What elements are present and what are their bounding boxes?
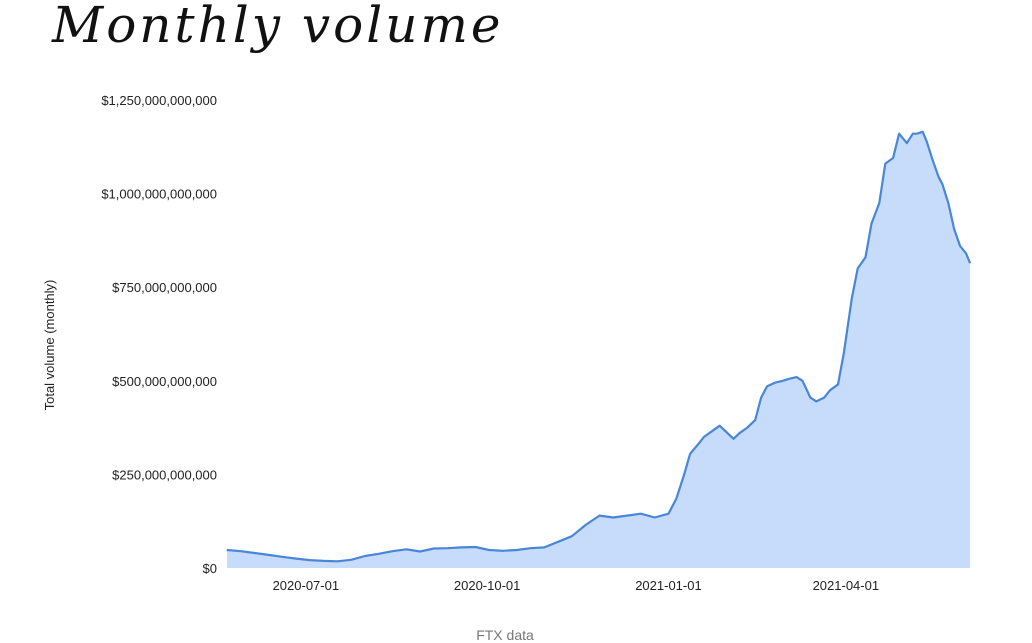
data-point — [725, 430, 727, 432]
data-point — [746, 427, 748, 429]
data-point — [689, 453, 691, 455]
data-point — [240, 550, 242, 552]
data-point — [754, 419, 756, 421]
data-point — [683, 473, 685, 475]
data-point — [419, 550, 421, 553]
data-point — [226, 549, 228, 551]
data-point — [912, 133, 914, 135]
data-point — [654, 516, 656, 519]
data-point — [906, 142, 908, 144]
data-point — [953, 228, 955, 230]
data-point — [350, 559, 352, 561]
data-point — [598, 515, 601, 517]
data-point — [788, 378, 790, 380]
data-point — [766, 385, 768, 387]
data-point — [323, 560, 325, 562]
data-point — [965, 252, 967, 255]
data-point — [870, 223, 873, 225]
data-point — [378, 553, 380, 555]
chart-caption: FTX data — [476, 627, 534, 643]
data-point — [864, 256, 867, 258]
data-point — [837, 383, 839, 386]
data-point — [719, 425, 721, 427]
data-point — [926, 140, 928, 142]
data-point — [782, 380, 784, 382]
data-point — [922, 131, 924, 133]
y-axis-label: Total volume (monthly) — [42, 280, 57, 411]
data-point — [336, 560, 338, 562]
data-point — [267, 554, 269, 556]
data-point — [738, 432, 741, 434]
plot-area — [226, 130, 972, 569]
data-point — [502, 550, 504, 552]
data-point — [460, 546, 463, 549]
data-point — [585, 524, 587, 526]
data-point — [857, 267, 859, 270]
data-point — [843, 352, 845, 354]
data-point — [309, 559, 311, 561]
y-tick-label: $0 — [203, 561, 217, 576]
data-point — [941, 183, 944, 185]
x-tick-label: 2021-01-01 — [635, 578, 702, 593]
data-point — [823, 397, 825, 399]
data-point — [405, 548, 407, 550]
data-point — [947, 202, 949, 204]
data-point — [796, 376, 798, 378]
y-tick-label: $250,000,000,000 — [112, 467, 217, 482]
data-point — [488, 549, 490, 551]
data-point — [557, 541, 559, 543]
data-point — [884, 163, 886, 165]
x-tick-label: 2021-04-01 — [813, 578, 880, 593]
data-point — [543, 546, 545, 549]
y-tick-label: $500,000,000,000 — [112, 374, 217, 389]
data-point — [640, 513, 642, 515]
data-point — [851, 297, 853, 299]
data-point — [667, 513, 670, 515]
x-axis-ticks: 2020-07-01 2020-10-01 2021-01-01 2021-04-01 — [273, 578, 880, 593]
data-point — [675, 498, 677, 500]
y-axis-ticks: $0 $250,000,000,000 $500,000,000,000 $750,0… — [101, 93, 217, 576]
data-point — [626, 515, 628, 517]
data-point — [364, 555, 366, 557]
data-point — [703, 436, 705, 438]
data-point — [281, 556, 283, 558]
data-point — [892, 157, 894, 159]
data-point — [916, 133, 918, 135]
data-point — [474, 546, 476, 548]
chart-title: Monthly volume — [51, 0, 503, 54]
data-point — [711, 430, 713, 432]
data-point — [732, 438, 735, 440]
series-area — [227, 131, 970, 569]
data-point — [433, 547, 435, 550]
data-point — [801, 380, 804, 382]
data-point — [516, 549, 518, 551]
data-point — [447, 547, 449, 549]
data-point — [815, 400, 817, 402]
data-point — [959, 245, 961, 247]
x-tick-label: 2020-10-01 — [454, 578, 521, 593]
y-tick-label: $1,250,000,000,000 — [101, 93, 217, 108]
data-point — [571, 535, 573, 537]
data-point — [391, 550, 394, 552]
data-point — [760, 397, 762, 399]
y-tick-label: $750,000,000,000 — [112, 280, 217, 295]
data-point — [295, 558, 297, 560]
data-point — [829, 389, 831, 391]
data-point — [529, 547, 532, 549]
data-point — [809, 397, 812, 399]
data-point — [932, 159, 934, 161]
data-point — [774, 382, 776, 384]
x-tick-label: 2020-07-01 — [273, 578, 340, 593]
y-tick-label: $1,000,000,000,000 — [101, 187, 217, 202]
data-point — [969, 262, 971, 264]
data-point — [878, 202, 880, 204]
data-point — [697, 443, 699, 445]
data-point — [898, 133, 900, 135]
data-point — [937, 176, 940, 178]
data-point — [612, 516, 614, 519]
data-point — [254, 552, 256, 554]
